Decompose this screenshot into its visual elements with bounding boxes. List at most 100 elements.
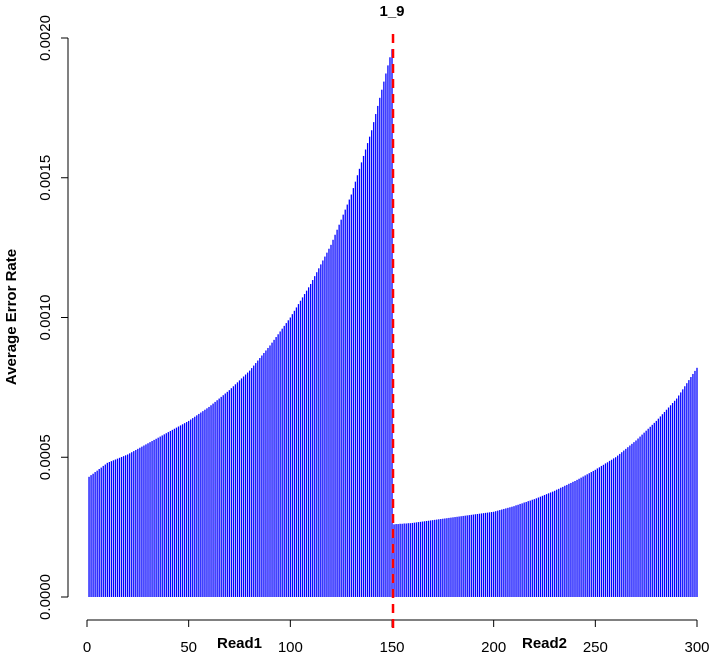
bar: [429, 520, 432, 597]
bar: [612, 458, 615, 597]
bar: [588, 473, 590, 597]
bar: [318, 268, 320, 597]
bar: [653, 422, 655, 597]
bar: [423, 521, 426, 597]
bar: [606, 462, 609, 597]
bar: [649, 426, 651, 597]
bar: [568, 483, 570, 597]
bar: [450, 517, 452, 597]
bar: [263, 352, 265, 597]
bar: [547, 493, 550, 597]
bar: [387, 65, 389, 598]
bar: [131, 452, 133, 597]
bar: [385, 73, 387, 597]
bar: [543, 494, 546, 597]
bar: [647, 428, 649, 597]
x-tick-label: 50: [180, 639, 197, 656]
bar: [120, 456, 123, 597]
bar: [513, 506, 515, 597]
y-tick-label: 0.0000: [37, 574, 54, 620]
bar: [283, 325, 285, 597]
bar: [425, 520, 428, 597]
bar: [307, 287, 310, 597]
bar: [621, 452, 623, 597]
bar: [208, 406, 210, 597]
bar: [192, 418, 194, 597]
bar: [137, 448, 139, 597]
bar: [456, 516, 458, 597]
bar: [202, 411, 204, 597]
bar: [673, 400, 676, 597]
bar: [635, 440, 637, 597]
bar: [88, 476, 90, 597]
x-tick-label: 200: [481, 639, 506, 656]
bar: [104, 464, 106, 597]
bar: [694, 370, 696, 597]
bar: [185, 422, 188, 597]
bar: [436, 519, 438, 597]
bar: [183, 423, 186, 597]
chart-title: 1_9: [379, 3, 404, 20]
bar: [368, 136, 371, 597]
bar: [686, 383, 688, 597]
bar: [377, 105, 379, 597]
bar: [403, 523, 405, 597]
bar: [98, 468, 100, 597]
bar: [226, 391, 228, 597]
bar: [277, 334, 279, 597]
bar: [692, 373, 694, 597]
bar: [448, 517, 450, 597]
bar: [507, 507, 509, 597]
bar: [289, 317, 291, 597]
bar: [356, 175, 359, 597]
bar: [610, 459, 613, 597]
bar: [604, 463, 607, 597]
bar: [633, 442, 635, 597]
bar: [157, 437, 159, 597]
bar: [92, 473, 94, 597]
bar: [560, 487, 562, 597]
bar: [338, 224, 340, 597]
bar: [572, 481, 574, 597]
bar: [667, 407, 670, 597]
bar: [269, 345, 271, 597]
bar: [194, 416, 196, 597]
bar: [383, 81, 385, 598]
bar: [210, 405, 212, 597]
bar: [570, 482, 572, 597]
bar: [224, 393, 226, 597]
bar: [580, 477, 582, 597]
bar: [188, 420, 190, 597]
bar: [558, 488, 560, 597]
x-tick-label: 0: [83, 639, 91, 656]
bar: [198, 413, 200, 597]
bar: [265, 350, 267, 597]
bar: [100, 467, 102, 597]
bar: [682, 389, 684, 597]
bar: [281, 328, 283, 597]
bar: [478, 513, 481, 597]
bar: [257, 360, 259, 597]
bar: [551, 491, 554, 597]
bar: [440, 519, 442, 597]
bar: [310, 283, 312, 597]
bar: [466, 515, 468, 597]
bar: [114, 459, 117, 597]
bar: [655, 420, 657, 597]
bar: [474, 514, 477, 597]
bar: [149, 442, 151, 597]
bar: [155, 438, 157, 597]
bar: [204, 409, 206, 597]
bar: [244, 374, 247, 597]
bar: [267, 347, 269, 597]
y-tick-label: 0.0010: [37, 295, 54, 341]
bar: [366, 143, 369, 598]
bar: [415, 522, 418, 597]
bar: [275, 337, 277, 597]
bar: [472, 514, 474, 597]
bar: [279, 331, 281, 597]
bar: [637, 438, 639, 597]
bar: [663, 411, 666, 597]
bar: [602, 464, 605, 597]
bar: [421, 521, 424, 597]
